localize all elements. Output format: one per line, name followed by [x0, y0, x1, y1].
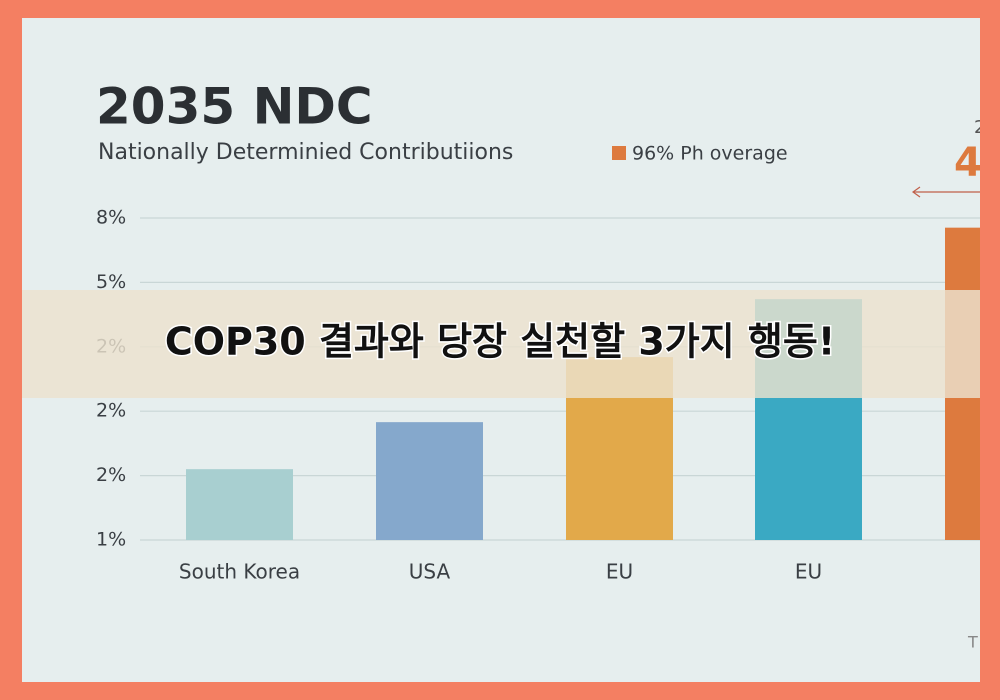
x-tick-label: USA — [409, 560, 451, 584]
annotation: 2 — [974, 117, 985, 138]
banner-text: COP30 결과와 당장 실천할 3가지 행동! — [165, 320, 835, 364]
annotation: 4 — [954, 140, 982, 186]
chart-title: 2035 NDC — [96, 78, 373, 136]
y-tick-label: 5% — [96, 271, 126, 293]
banner-background — [22, 290, 980, 398]
x-tick-label: South Korea — [179, 560, 300, 584]
annotation: T — [967, 633, 978, 652]
y-tick-label: 2% — [96, 400, 126, 422]
legend-label: 96% Ph overage — [632, 143, 788, 165]
chart-subtitle: Nationally Determinied Contributiions — [98, 140, 513, 165]
x-tick-label: EU — [795, 560, 822, 584]
legend-swatch — [612, 146, 626, 160]
y-tick-label: 2% — [96, 464, 126, 486]
bar — [186, 469, 293, 540]
x-tick-label: EU — [606, 560, 633, 584]
y-tick-label: 1% — [96, 529, 126, 551]
bar — [376, 422, 483, 540]
arrow-head — [911, 186, 921, 198]
y-tick-label: 8% — [96, 207, 126, 229]
